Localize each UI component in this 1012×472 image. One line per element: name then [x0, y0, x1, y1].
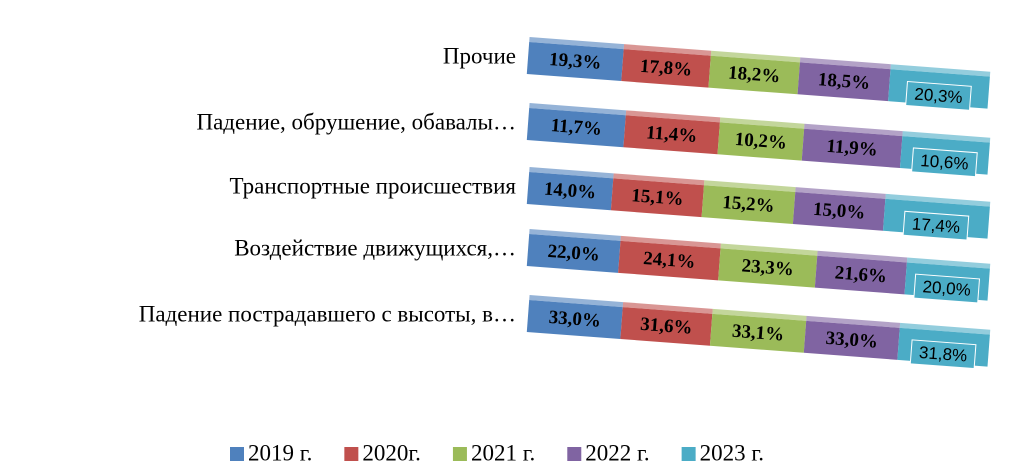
- bar-segment: [803, 320, 900, 360]
- bar-segment: [801, 128, 903, 169]
- bar-segment: [526, 172, 614, 211]
- data-label: 18,2%: [727, 62, 781, 87]
- bar-segment: [701, 185, 796, 224]
- legend-swatch: [452, 447, 467, 461]
- data-label: 18,5%: [817, 69, 871, 94]
- legend-swatch: [230, 447, 244, 461]
- data-label: 19,3%: [548, 49, 602, 74]
- bar-segment: [717, 122, 805, 161]
- bar-top: [906, 257, 991, 269]
- label-box: [902, 210, 970, 241]
- bar-segment: [708, 55, 800, 95]
- bar-top: [720, 243, 818, 256]
- data-label: 11,7%: [550, 115, 603, 140]
- data-label: 22,0%: [547, 241, 601, 266]
- bar-segment: [526, 234, 621, 273]
- bar-segment: [610, 178, 704, 218]
- bar-segment: [792, 192, 886, 231]
- data-label: 33,0%: [825, 328, 879, 353]
- data-label: 31,6%: [640, 314, 694, 339]
- bar-segment: [718, 248, 818, 288]
- legend-label: 2019 г.: [248, 440, 312, 465]
- legend-label: 2023 г.: [700, 440, 764, 465]
- bar-top: [529, 37, 625, 50]
- bar-top: [529, 103, 627, 116]
- bar-top: [710, 50, 801, 63]
- data-label: 33,0%: [548, 307, 602, 332]
- bar-segment: [526, 108, 626, 148]
- category-label: Падение, обрушение, обавалы…: [196, 109, 516, 134]
- bar-top: [719, 117, 805, 129]
- bar-segment: [526, 300, 623, 339]
- label-box: [913, 273, 981, 304]
- label-box: [909, 339, 977, 370]
- bar-top: [804, 123, 903, 137]
- data-label: 14,0%: [543, 179, 597, 204]
- data-label: 17,4%: [911, 214, 960, 237]
- label-box: [905, 80, 972, 111]
- data-label: 15,2%: [722, 192, 776, 217]
- data-label: 21,6%: [834, 262, 888, 287]
- data-label: 24,1%: [642, 248, 696, 273]
- bar-row: 33,0% 31,6% 33,1% 33,0% 31,8%: [526, 295, 991, 370]
- bar-top: [902, 131, 991, 143]
- bar-top: [899, 322, 991, 335]
- bar-segment: [618, 240, 721, 281]
- legend-label: 2020г.: [362, 440, 421, 465]
- bar-top: [529, 167, 614, 179]
- label-box: [911, 147, 978, 178]
- data-label: 10,2%: [734, 129, 788, 154]
- bar-segment: [797, 62, 891, 102]
- category-label: Транспортные происшествия: [229, 173, 516, 198]
- bar-segment: [709, 313, 807, 353]
- data-label: 23,3%: [741, 255, 795, 280]
- bar-top: [712, 308, 807, 321]
- bar-top: [529, 295, 624, 308]
- bar-segment: [621, 49, 711, 88]
- category-label: Прочие: [443, 43, 516, 68]
- bar-top: [890, 64, 991, 77]
- bar-top: [623, 44, 712, 56]
- bar-top: [817, 250, 908, 263]
- data-label: 31,8%: [918, 343, 967, 366]
- bar-row: 14,0% 15,1% 15,2% 15,0% 17,4%: [526, 167, 991, 241]
- bar-top: [625, 110, 721, 123]
- bar-segment: [814, 255, 907, 295]
- data-label: 20,0%: [922, 277, 971, 300]
- data-label: 15,1%: [631, 185, 685, 210]
- bar-top: [613, 173, 705, 186]
- legend-swatch: [344, 447, 359, 461]
- category-label: Воздействие движущихся,…: [234, 235, 516, 260]
- bar-top: [795, 187, 886, 199]
- data-label: 20,3%: [914, 85, 963, 108]
- legend-swatch: [681, 447, 696, 461]
- bar-row: 22,0% 24,1% 23,3% 21,6% 20,0%: [526, 229, 991, 304]
- legend-label: 2022 г.: [585, 440, 649, 465]
- data-label: 15,0%: [812, 199, 866, 224]
- bar-row: 19,3% 17,8% 18,2% 18,5% 20,3%: [526, 37, 991, 111]
- bar-top: [703, 180, 796, 193]
- data-label: 11,9%: [826, 136, 879, 161]
- data-label: 10,6%: [920, 151, 969, 174]
- bar-top: [885, 193, 991, 207]
- data-label: 33,1%: [731, 321, 785, 346]
- category-label: Падение пострадавшего с высоты, в…: [139, 301, 516, 326]
- bar-segment: [526, 42, 624, 82]
- bar-top: [799, 57, 891, 70]
- legend-swatch: [567, 447, 582, 461]
- data-label: 17,8%: [639, 56, 693, 81]
- bar-top: [622, 302, 713, 314]
- bar-top: [529, 229, 621, 241]
- data-label: 11,4%: [645, 122, 698, 147]
- bar-row: 11,7% 11,4% 10,2% 11,9% 10,6%: [526, 103, 991, 178]
- legend-label: 2021 г.: [471, 440, 535, 465]
- bar-segment: [623, 115, 720, 155]
- bar-top: [806, 315, 901, 328]
- bar-top: [620, 235, 721, 249]
- bar-segment: [620, 307, 713, 346]
